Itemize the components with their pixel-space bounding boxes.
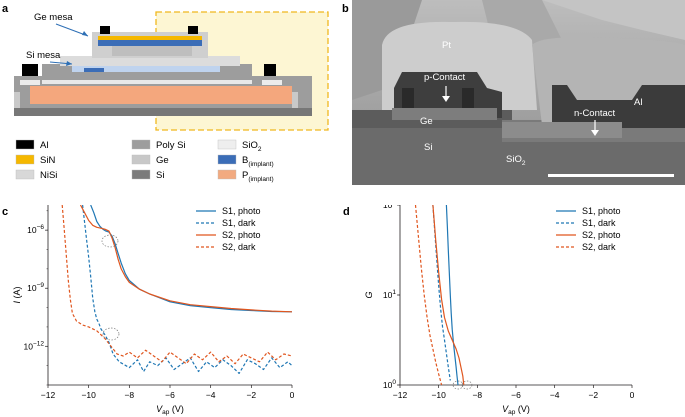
y-tick-label: 10−9 [27, 282, 44, 293]
si-mesa-label: Si mesa [26, 50, 61, 61]
x-tick-label: −4 [550, 390, 560, 400]
panel-c-letter: c [2, 206, 8, 218]
legend-swatch [217, 139, 237, 150]
y-tick-label: 10−6 [27, 224, 44, 235]
material-legend: Al SiN NiSi Poly Si Ge Si SiO2 B(implant) P(impl… [15, 139, 274, 183]
series-line-4 [61, 205, 293, 365]
x-tick-label: −6 [165, 390, 175, 400]
legend-label: Poly Si [156, 140, 186, 151]
legend-label: S2, photo [222, 230, 261, 240]
legend-label: SiO2 [242, 140, 262, 153]
x-axis-label: Vap (V) [502, 404, 530, 416]
x-tick-label: −10 [81, 390, 96, 400]
sem-pt-label: Pt [442, 40, 451, 51]
panel-d-letter: d [343, 206, 350, 218]
legend-swatch [15, 169, 35, 180]
x-tick-label: −8 [472, 390, 482, 400]
legend-label: Si [156, 170, 164, 181]
x-tick-label: −8 [124, 390, 134, 400]
panel-a-letter: a [2, 3, 9, 15]
x-tick-label: 0 [290, 390, 295, 400]
legend-label: Al [40, 140, 48, 151]
x-tick-label: −6 [511, 390, 521, 400]
annotation-circle [101, 234, 119, 248]
legend-swatch [131, 154, 151, 165]
legend-label: S2, dark [582, 242, 616, 252]
charts-c-d: c −12 −10 −8 −6 −4 −2 0 10−6 10−9 10−12 Vap (V) I (A… [2, 205, 635, 416]
legend-swatch [15, 139, 35, 150]
series-line-3 [79, 205, 293, 313]
series-line-1 [90, 205, 293, 313]
annotation-circle [461, 380, 473, 390]
legend-label: SiN [40, 155, 55, 166]
sem-p-contact-label: p-Contact [424, 72, 466, 83]
legend-label: NiSi [40, 170, 57, 181]
chart-panel-d: d −12 −10 −8 −6 −4 −2 0 102 101 100 Vap (V) G S1, pho… [343, 205, 635, 416]
y-axis-label: I (A) [12, 286, 22, 303]
sem-si-label: Si [424, 142, 432, 153]
series-line-4 [414, 205, 443, 386]
x-tick-label: −12 [41, 390, 56, 400]
series-line-2 [82, 205, 293, 374]
sem-n-contact-label: n-Contact [574, 108, 616, 119]
annotation-circle [102, 327, 120, 341]
x-tick-label: −10 [431, 390, 446, 400]
panel-a: a Ge mesa Si mesa Al SiN NiSi Poly Si Ge Si Si… [2, 3, 329, 183]
y-tick-label: 100 [383, 379, 396, 390]
legend-label: B(implant) [242, 155, 274, 168]
sem-ge-label: Ge [420, 116, 433, 127]
legend-swatch [15, 154, 35, 165]
y-tick-label: 10−12 [24, 340, 45, 351]
legend-label: S1, photo [582, 206, 621, 216]
x-tick-label: −2 [588, 390, 598, 400]
series-line-3 [432, 205, 465, 386]
device-cross-section [14, 26, 312, 116]
sem-sio2-label: SiO2 [506, 154, 526, 167]
x-tick-label: −2 [246, 390, 256, 400]
y-tick-label: 102 [383, 205, 396, 210]
panel-b: b Pt p-Contact Al Ge n-Contact Si SiO2 [342, 0, 685, 185]
annotation-circle [452, 380, 464, 390]
n-contact-arrow [591, 120, 599, 136]
legend-swatch [131, 139, 151, 150]
panel-b-letter: b [342, 3, 349, 15]
legend-label: S1, dark [222, 218, 256, 228]
legend-label: S1, dark [582, 218, 616, 228]
legend-label: P(implant) [242, 170, 274, 183]
chart-panel-c: c −12 −10 −8 −6 −4 −2 0 10−6 10−9 10−12 Vap (V) I (A… [2, 205, 295, 416]
y-axis-label: G [364, 291, 374, 298]
y-tick-label: 101 [383, 289, 396, 300]
ge-mesa-label: Ge mesa [34, 12, 73, 23]
legend-swatch [131, 169, 151, 180]
sem-al-label: Al [634, 97, 642, 108]
sem-micrograph [352, 0, 685, 185]
x-tick-label: 0 [630, 390, 635, 400]
x-axis-label: Vap (V) [156, 404, 184, 416]
legend-label: S2, photo [582, 230, 621, 240]
series-line-1 [445, 205, 459, 386]
x-tick-label: −4 [206, 390, 216, 400]
legend-label: Ge [156, 155, 169, 166]
legend-swatch [217, 154, 237, 165]
legend-label: S1, photo [222, 206, 261, 216]
p-contact-arrow [442, 86, 450, 102]
legend-label: S2, dark [222, 242, 256, 252]
x-tick-label: −12 [393, 390, 408, 400]
legend-swatch [217, 169, 237, 180]
